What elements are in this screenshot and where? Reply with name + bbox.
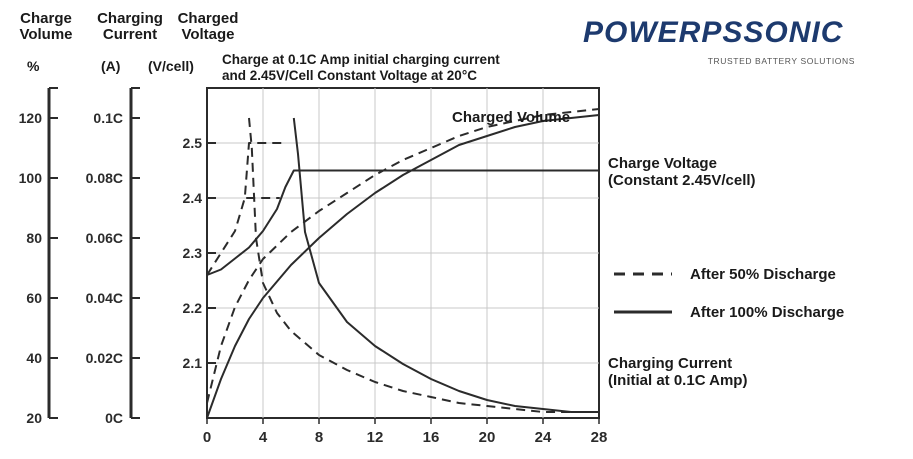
- y-tick-label-current: 0.1C: [93, 110, 123, 126]
- annotation-charging-current-line-1: Charging Current: [608, 355, 733, 372]
- y-tick-label-voltage: 2.5: [183, 135, 203, 151]
- annotation-charge-voltage: Charge Voltage (Constant 2.45V/cell): [608, 155, 756, 189]
- x-tick-label: 28: [591, 429, 608, 446]
- y-tick-label-volume: 60: [26, 290, 42, 306]
- annotation-charged-volume: Charged Volume: [452, 109, 571, 126]
- annotation-charge-voltage-line-2: (Constant 2.45V/cell): [608, 172, 756, 189]
- header-charge-volume: Charge Volume: [19, 10, 73, 43]
- y-tick-label-current: 0.06C: [86, 230, 123, 246]
- unit-current: (A): [101, 58, 121, 74]
- x-tick-label: 24: [535, 429, 552, 446]
- y-tick-label-voltage: 2.3: [183, 245, 203, 261]
- series-charge-voltage-solid: [206, 169, 599, 276]
- y-tick-label-volume: 120: [19, 110, 43, 126]
- logo-wordmark: POWERPSSONIC: [583, 16, 844, 49]
- y-tick-label-volume: 100: [19, 170, 43, 186]
- series-charging-current-solid: [292, 117, 599, 413]
- x-tick-label: 0: [203, 429, 211, 446]
- y-tick-label-voltage: 2.4: [183, 190, 203, 206]
- y-tick-label-current: 0.04C: [86, 290, 123, 306]
- x-tick-label: 4: [259, 429, 268, 446]
- x-tick-label: 16: [423, 429, 440, 446]
- chart-note-line-2: and 2.45V/Cell Constant Voltage at 20°C: [222, 68, 477, 83]
- y-tick-label-volume: 20: [26, 410, 42, 426]
- annotation-charging-current: Charging Current (Initial at 0.1C Amp): [608, 355, 747, 389]
- y-tick-label-voltage: 2.2: [183, 300, 203, 316]
- legend-solid-label: After 100% Discharge: [690, 304, 845, 321]
- series-charge-voltage-dashed: [206, 142, 286, 276]
- y-tick-label-current: 0.02C: [86, 350, 123, 366]
- header-charging-current: Charging Current: [97, 10, 163, 43]
- series-charging-current-dashed: [248, 117, 599, 413]
- series-charged-volume-solid: [206, 114, 600, 419]
- header-charged-voltage: Charged Voltage: [177, 10, 239, 43]
- y-tick-label-current: 0.08C: [86, 170, 123, 186]
- company-logo: POWERPSSONIC TRUSTED BATTERY SOLUTIONS: [583, 16, 859, 72]
- y-tick-label-voltage: 2.1: [183, 355, 203, 371]
- y-tick-label-current: 0C: [105, 410, 123, 426]
- x-tick-label: 12: [367, 429, 384, 446]
- series-charged-volume-dashed: [206, 108, 600, 404]
- chart-note: Charge at 0.1C Amp initial charging curr…: [222, 52, 500, 84]
- x-tick-label: 20: [479, 429, 496, 446]
- x-tick-label: 8: [315, 429, 323, 446]
- chart-note-line-1: Charge at 0.1C Amp initial charging curr…: [222, 52, 500, 67]
- legend-dashed-label: After 50% Discharge: [690, 266, 836, 283]
- unit-volume: %: [27, 58, 40, 74]
- annotation-charge-voltage-line-1: Charge Voltage: [608, 155, 717, 172]
- unit-voltage: (V/cell): [148, 58, 194, 74]
- annotation-charging-current-line-2: (Initial at 0.1C Amp): [608, 372, 748, 389]
- y-tick-label-volume: 40: [26, 350, 42, 366]
- y-tick-label-volume: 80: [26, 230, 42, 246]
- logo-tagline: TRUSTED BATTERY SOLUTIONS: [707, 56, 855, 66]
